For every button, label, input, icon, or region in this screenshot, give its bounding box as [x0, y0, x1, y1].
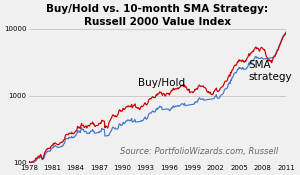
Text: Source: PortfolioWizards.com, Russell: Source: PortfolioWizards.com, Russell — [120, 147, 278, 156]
Title: Buy/Hold vs. 10-month SMA Strategy:
Russell 2000 Value Index: Buy/Hold vs. 10-month SMA Strategy: Russ… — [46, 4, 268, 27]
Text: Buy/Hold: Buy/Hold — [138, 78, 185, 88]
Text: SMA
strategy: SMA strategy — [249, 60, 292, 82]
